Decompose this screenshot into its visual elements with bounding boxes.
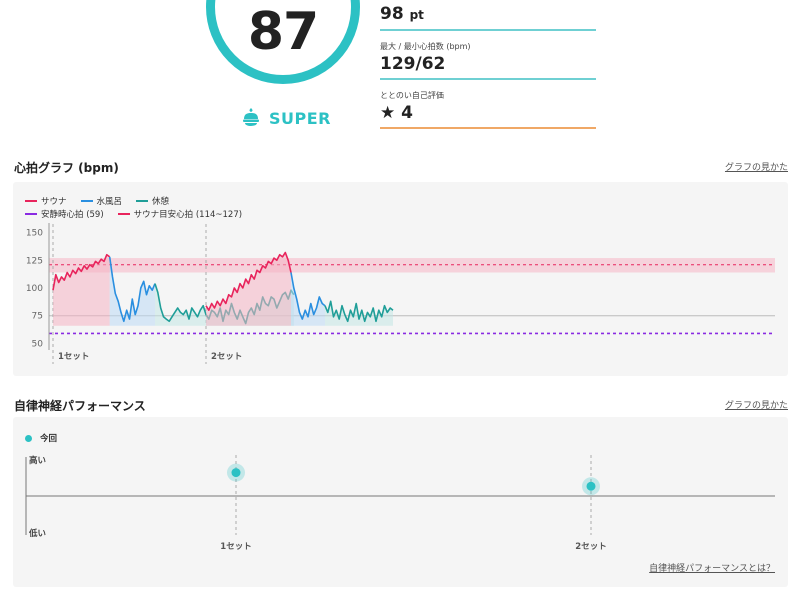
score-value: 87 (247, 2, 319, 62)
legend-item: サウナ目安心拍 (114~127) (117, 208, 243, 220)
legend-label: 安静時心拍 (59) (41, 210, 104, 220)
legend-item: サウナ (25, 195, 67, 207)
legend-dot (25, 434, 32, 442)
ans-point (231, 468, 241, 478)
set-label: 1セット (58, 352, 89, 362)
ans-help-link[interactable]: グラフの見かた (724, 401, 788, 411)
ans-footer-link[interactable]: 自律神経パフォーマンスとは？ (649, 564, 775, 574)
self-eval-stat: ととのい自己評価 ★ 4 (380, 90, 596, 129)
rank-label: SUPER (269, 108, 331, 128)
series-line (290, 272, 326, 320)
hr-label: 最大 / 最小心拍数 (bpm) (380, 42, 471, 51)
legend-label: 水風呂 (96, 197, 123, 207)
points-stat: 98 pt (380, 0, 596, 31)
legend-swatch (25, 200, 37, 202)
legend-label: サウナ (41, 197, 67, 207)
legend-item: 水風呂 (80, 195, 123, 207)
series-fill (109, 256, 155, 326)
hr-stat: 最大 / 最小心拍数 (bpm) 129/62 (380, 41, 596, 80)
y-tick-label: 100 (26, 284, 43, 294)
points-unit: pt (409, 8, 424, 22)
hr-chart: 150 125 100 75 50 1セット 2セット (26, 223, 775, 364)
ans-low-label: 低い (28, 528, 46, 539)
y-tick-label: 125 (26, 256, 43, 266)
legend-label: 今回 (40, 434, 58, 444)
hr-section-title: 心拍グラフ (bpm) (14, 161, 119, 175)
legend-swatch (80, 200, 93, 202)
self-eval-label: ととのい自己評価 (380, 91, 444, 100)
set-label: 2セット (211, 352, 242, 362)
stats-panel: 98 pt 最大 / 最小心拍数 (bpm) 129/62 ととのい自己評価 ★… (380, 0, 596, 129)
rank-badge: SUPER (241, 107, 331, 129)
hr-legend-row2: 安静時心拍 (59) サウナ目安心拍 (114~127) (25, 208, 242, 220)
points-value: 98 (380, 4, 404, 24)
series-fill (206, 252, 291, 326)
ans-legend: 今回 (25, 432, 57, 444)
ans-chart-panel: 今回 高い低い 1セット 2セット 自律神経パフォーマンスとは？ (13, 417, 788, 587)
legend-swatch (117, 213, 130, 215)
legend-swatch (136, 200, 149, 202)
series-line (108, 256, 156, 323)
legend-item: 今回 (25, 432, 57, 444)
ans-set-label: 1セット (220, 542, 251, 552)
legend-label: サウナ目安心拍 (114~127) (133, 210, 243, 220)
legend-swatch (25, 213, 37, 215)
ans-section-title: 自律神経パフォーマンス (14, 399, 146, 413)
hr-help-link[interactable]: グラフの見かた (724, 163, 788, 173)
y-tick-label: 150 (26, 229, 43, 239)
ans-high-label: 高い (29, 455, 46, 466)
self-eval-value: ★ 4 (380, 103, 413, 123)
series-line (205, 251, 292, 311)
series-line (324, 300, 394, 323)
series-line (52, 253, 111, 291)
ans-point (586, 481, 596, 491)
hr-value: 129/62 (380, 54, 446, 74)
y-tick-label: 50 (32, 339, 44, 349)
target-band (49, 258, 775, 273)
hr-chart-panel: サウナ 水風呂 休憩 安静時心拍 (59) サウナ目安心拍 (114~127) … (13, 182, 788, 376)
sauna-stone-icon (243, 108, 259, 126)
series-fill (53, 254, 110, 326)
hr-legend-row1: サウナ 水風呂 休憩 (25, 195, 169, 207)
legend-label: 休憩 (152, 197, 170, 207)
ans-set-label: 2セット (575, 542, 606, 552)
y-tick-label: 75 (32, 312, 43, 322)
legend-item: 安静時心拍 (59) (25, 208, 104, 220)
legend-item: 休憩 (136, 195, 169, 207)
